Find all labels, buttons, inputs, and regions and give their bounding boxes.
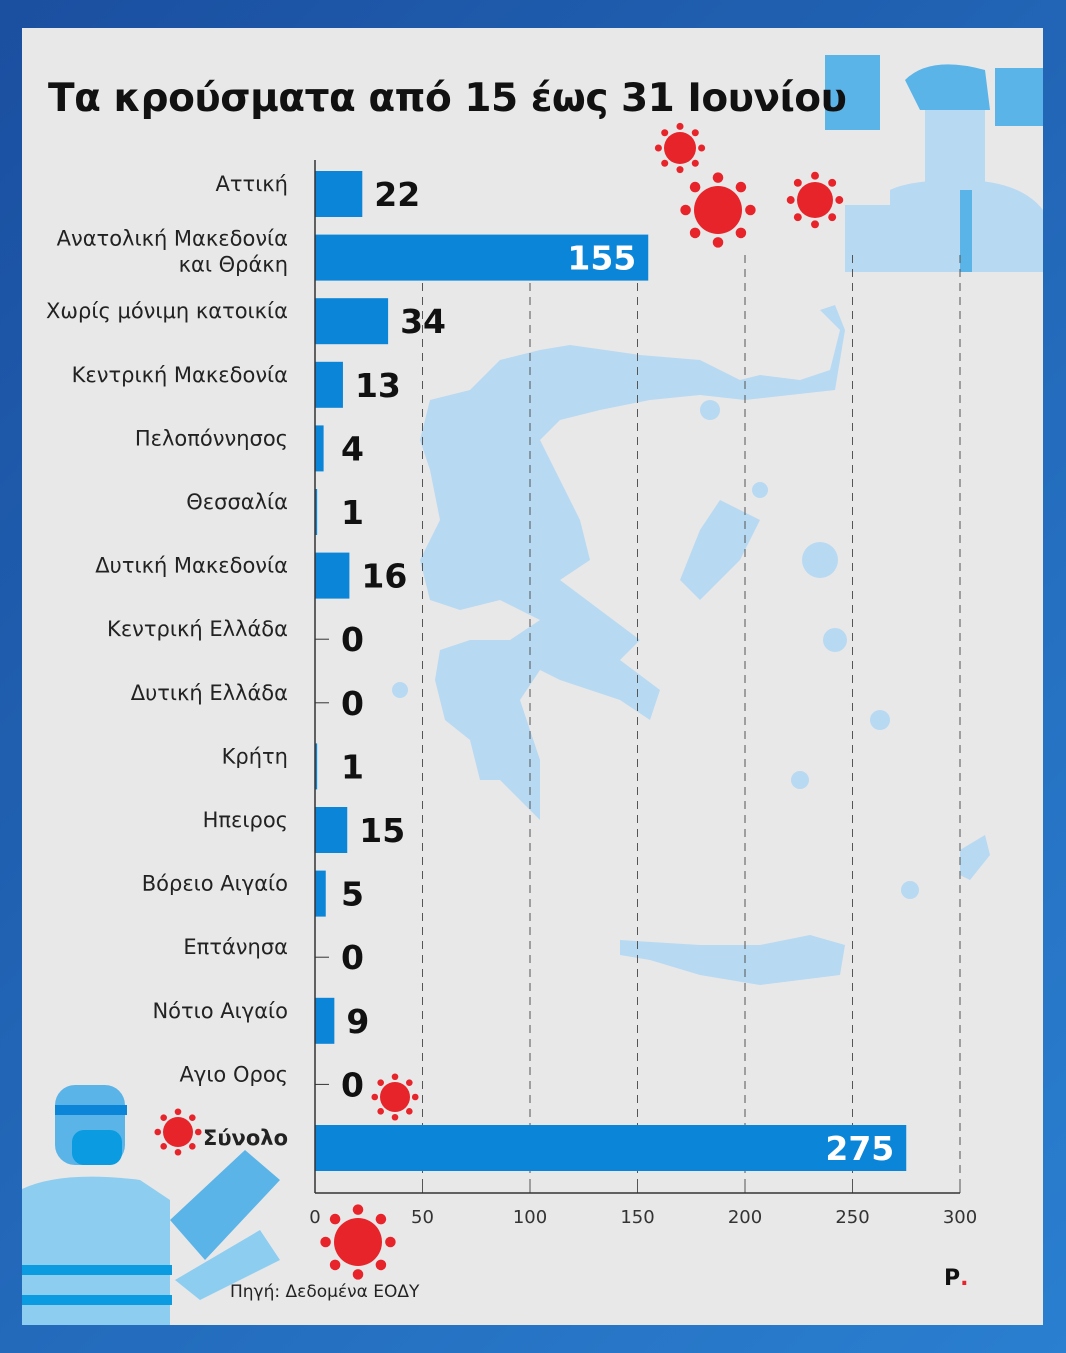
bar xyxy=(315,171,363,217)
island xyxy=(791,771,809,789)
rhodes xyxy=(960,835,990,880)
infographic-panel: 22 Αττική 155 Ανατολική Μακεδονία και Θράκη 3… xyxy=(22,28,1043,1325)
x-tick-label: 100 xyxy=(513,1207,547,1228)
bar xyxy=(315,870,326,917)
category-label: Αττική xyxy=(216,172,288,196)
data-label: 1 xyxy=(341,493,364,532)
publisher-logo: P. xyxy=(944,1266,969,1291)
page-title: Τα κρούσματα από 15 έως 31 Ιουνίου xyxy=(48,76,847,121)
doctor-illustration xyxy=(825,55,1043,272)
bar-row: 5 Βόρειο Αιγαίο xyxy=(142,870,364,917)
bar xyxy=(315,997,335,1044)
bar xyxy=(315,743,318,790)
bar-row: 0 Δυτική Ελλάδα xyxy=(131,681,364,723)
x-tick-label: 250 xyxy=(835,1207,869,1228)
source-note: Πηγή: Δεδομένα ΕΟΔΥ xyxy=(230,1282,420,1302)
virus-icon xyxy=(680,172,756,248)
category-label: Βόρειο Αιγαίο xyxy=(142,872,288,896)
virus-icon xyxy=(786,171,844,229)
island xyxy=(802,542,838,578)
data-label: 9 xyxy=(346,1002,369,1041)
category-label: Χωρίς μόνιμη κατοικία xyxy=(46,299,288,323)
worker-illustration xyxy=(22,1085,280,1325)
category-label: Θεσσαλία xyxy=(186,490,288,514)
data-label: 1 xyxy=(341,747,364,786)
grid-lines xyxy=(422,255,961,1193)
island xyxy=(392,682,408,698)
bar-row: 0 Αγιο Ορος xyxy=(180,1062,364,1104)
bar-row: 275 Σύνολο xyxy=(203,1125,907,1171)
virus-icon xyxy=(371,1073,419,1121)
virus-icon xyxy=(320,1204,396,1280)
bar-row: 13 Κεντρική Μακεδονία xyxy=(72,361,401,408)
category-label: και Θράκη xyxy=(179,253,288,277)
bar xyxy=(315,361,343,408)
category-label: Κεντρική Μακεδονία xyxy=(72,363,288,387)
x-tick-label: 50 xyxy=(411,1207,434,1228)
bar xyxy=(315,234,649,281)
data-label: 0 xyxy=(341,1065,364,1104)
virus-icon xyxy=(154,1108,202,1156)
bar-row: 1 Θεσσαλία xyxy=(186,489,364,535)
data-label: 0 xyxy=(341,620,364,659)
bar xyxy=(315,1125,907,1171)
virus-icon xyxy=(654,122,706,174)
bar-row: 4 Πελοπόννησος xyxy=(135,425,364,472)
bar-row: 0 Επτάνησα xyxy=(183,935,364,977)
data-label: 34 xyxy=(400,302,446,341)
bar-row: 16 Δυτική Μακεδονία xyxy=(95,552,407,599)
category-label: Νότιο Αιγαίο xyxy=(152,999,288,1023)
bar xyxy=(315,489,318,535)
data-label: 0 xyxy=(341,938,364,977)
x-tick-label: 300 xyxy=(943,1207,977,1228)
category-label: Σύνολο xyxy=(203,1126,288,1150)
data-label: 22 xyxy=(374,175,420,214)
category-label: Κεντρική Ελλάδα xyxy=(107,617,288,641)
data-label: 13 xyxy=(355,366,401,405)
island xyxy=(752,482,768,498)
data-label: 0 xyxy=(341,684,364,723)
bar xyxy=(315,552,350,599)
island xyxy=(700,400,720,420)
greece-map xyxy=(392,305,990,985)
data-label: 16 xyxy=(361,557,407,596)
data-label: 275 xyxy=(825,1129,894,1168)
mainland xyxy=(420,305,845,820)
x-tick-label: 150 xyxy=(620,1207,654,1228)
island xyxy=(870,710,890,730)
data-label: 15 xyxy=(359,811,405,850)
crete xyxy=(620,935,845,985)
bar-row: 34 Χωρίς μόνιμη κατοικία xyxy=(46,298,446,345)
category-label: Πελοπόννησος xyxy=(135,426,288,450)
x-tick-label: 200 xyxy=(728,1207,762,1228)
data-label: 5 xyxy=(341,875,364,914)
category-label: Δυτική Ελλάδα xyxy=(131,681,288,705)
data-label: 4 xyxy=(341,429,364,468)
category-label: Κρήτη xyxy=(222,744,288,768)
bar xyxy=(315,425,324,472)
virus-decorations xyxy=(154,122,844,1280)
x-tick-label: 0 xyxy=(309,1207,320,1228)
data-label: 155 xyxy=(567,239,636,278)
bar-row: 0 Κεντρική Ελλάδα xyxy=(107,617,364,659)
bar-row: 22 Αττική xyxy=(216,171,420,217)
evia xyxy=(680,500,760,600)
category-label: Ηπειρος xyxy=(203,808,288,832)
bar xyxy=(315,807,348,853)
island xyxy=(823,628,847,652)
category-label: Αγιο Ορος xyxy=(180,1062,288,1086)
category-label: Δυτική Μακεδονία xyxy=(95,554,288,578)
bar-row: 9 Νότιο Αιγαίο xyxy=(152,997,369,1044)
bar-row: 1 Κρήτη xyxy=(222,743,364,790)
island xyxy=(901,881,919,899)
bar xyxy=(315,298,389,345)
category-label: Επτάνησα xyxy=(183,935,288,959)
bar-row: 15 Ηπειρος xyxy=(203,807,405,853)
category-label: Ανατολική Μακεδονία xyxy=(57,227,288,251)
